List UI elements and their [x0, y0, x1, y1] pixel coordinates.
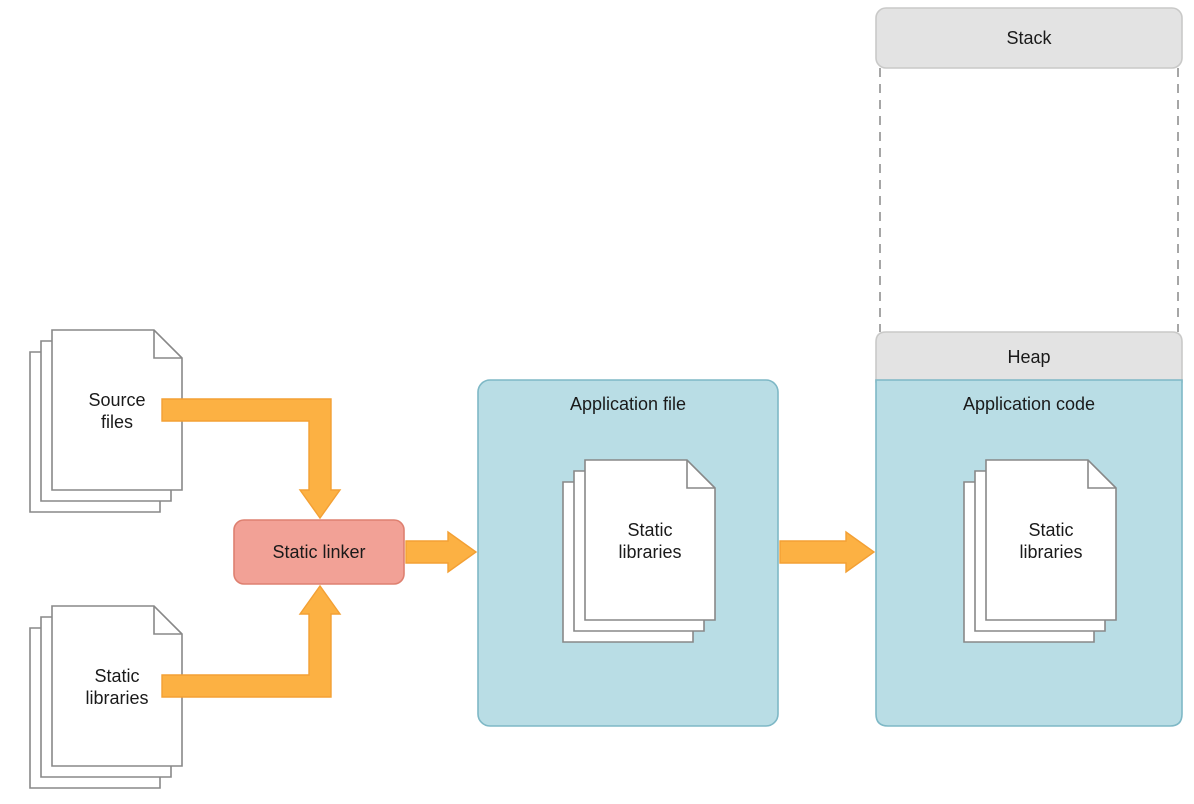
app-file-static-libraries: Staticlibraries	[563, 460, 715, 642]
source-files-label2: files	[101, 412, 133, 432]
static-libraries-input-label1: Static	[94, 666, 139, 686]
static-linker-box-label: Static linker	[272, 542, 365, 562]
app-file-static-libraries-label1: Static	[627, 520, 672, 540]
app-code-static-libraries-label1: Static	[1028, 520, 1073, 540]
app-code-static-libraries: Staticlibraries	[964, 460, 1116, 642]
arrow-libs-to-linker	[162, 586, 340, 697]
static-libraries-input-label2: libraries	[85, 688, 148, 708]
source-files-label1: Source	[88, 390, 145, 410]
app-code-static-libraries-label2: libraries	[1019, 542, 1082, 562]
heap-box: Heap	[876, 332, 1182, 382]
heap-box-label: Heap	[1007, 347, 1050, 367]
arrow-appfile-to-appcode	[780, 532, 874, 572]
arrow-source-to-linker	[162, 399, 340, 518]
static-linker-box: Static linker	[234, 520, 404, 584]
application-file-container-label: Application file	[570, 394, 686, 414]
stack-box-label: Stack	[1006, 28, 1052, 48]
static-libraries-input: Staticlibraries	[30, 606, 182, 788]
arrow-linker-to-appfile	[406, 532, 476, 572]
application-code-container-label: Application code	[963, 394, 1095, 414]
stack-box: Stack	[876, 8, 1182, 68]
app-file-static-libraries-label2: libraries	[618, 542, 681, 562]
source-files: Sourcefiles	[30, 330, 182, 512]
